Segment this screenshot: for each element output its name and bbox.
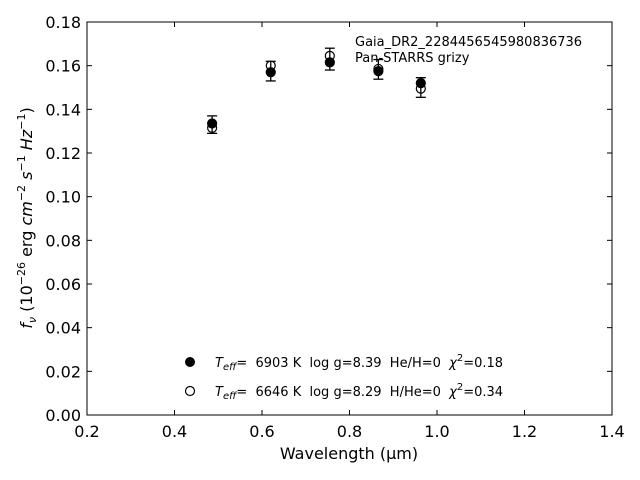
legend: Teff= 6903 K log g=8.39 He/H=0 χ2=0.18 T…	[184, 353, 503, 402]
model-point-open	[324, 50, 335, 61]
x-axis-label: Wavelength (μm)	[280, 444, 418, 463]
y-tick-label: 0.16	[45, 57, 81, 76]
legend-marker-open	[184, 385, 196, 397]
y-tick-label: 0.02	[45, 362, 81, 381]
model-point-open	[265, 60, 276, 71]
legend-marker-filled	[185, 357, 195, 367]
y-tick-label: 0.10	[45, 188, 81, 207]
legend-entry-1: Teff= 6903 K log g=8.39 He/H=0 χ2=0.18	[215, 353, 503, 373]
x-tick-label: 0.6	[249, 422, 274, 441]
y-tick-label: 0.14	[45, 100, 81, 119]
data-marks	[207, 47, 426, 135]
x-tick-label: 1.4	[599, 422, 624, 441]
x-tick-label: 1.0	[424, 422, 449, 441]
y-tick-label: 0.00	[45, 406, 81, 425]
y-tick-label: 0.12	[45, 144, 81, 163]
x-tick-label: 0.8	[337, 422, 362, 441]
y-axis-label: fν (10−26 erg cm−2 s−1 Hz−1)	[15, 107, 39, 328]
y-tick-label: 0.06	[45, 275, 81, 294]
x-tick-label: 1.2	[512, 422, 537, 441]
x-axis: 0.2 0.4 0.6 0.8 1.0 1.2 1.4	[74, 22, 625, 441]
legend-entry-2: Teff= 6646 K log g=8.29 H/He=0 χ2=0.34	[215, 382, 503, 402]
model-point-open	[373, 63, 384, 75]
model-point-open	[415, 83, 426, 94]
model-point-open	[207, 122, 218, 133]
x-tick-label: 0.2	[74, 422, 99, 441]
y-tick-label: 0.18	[45, 13, 81, 32]
y-tick-label: 0.08	[45, 231, 81, 250]
annotation-line-1: Gaia_DR2_2284456545980836736	[355, 35, 582, 50]
model-point-filled	[415, 78, 426, 89]
y-tick-label: 0.04	[45, 319, 81, 338]
y-axis: 0.00 0.02 0.04 0.06 0.08 0.10 0.12 0.14 0.16 0.18	[45, 13, 612, 425]
x-tick-label: 0.4	[162, 422, 187, 441]
annotation-line-2: Pan-STARRS grizy	[355, 51, 470, 66]
